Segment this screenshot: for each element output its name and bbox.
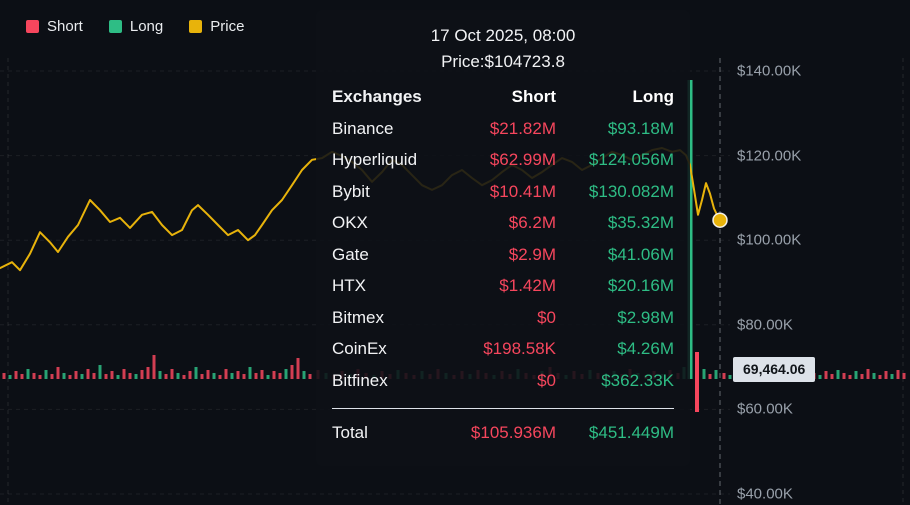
tooltip-row: Hyperliquid $62.99M $124.056M xyxy=(332,145,674,177)
y-axis-tick: $140.00K xyxy=(737,62,802,80)
tooltip-datetime: 17 Oct 2025, 08:00 xyxy=(430,26,576,45)
exchange-name: OKX xyxy=(332,213,368,233)
legend-label-short: Short xyxy=(47,18,83,35)
tooltip-row: OKX $6.2M $35.32M xyxy=(332,208,674,240)
exchange-name: Gate xyxy=(332,244,369,264)
tooltip-row: CoinEx $198.58K $4.26M xyxy=(332,334,674,366)
y-axis-tick: $100.00K xyxy=(737,231,802,249)
tooltip-row: Bitfinex $0 $362.33K xyxy=(332,365,674,397)
tooltip-row: Bitmex $0 $2.98M xyxy=(332,302,674,334)
tooltip-table: Exchanges Short Long Binance $21.82M $93.18M H… xyxy=(332,80,674,452)
chart-legend: Short Long Price xyxy=(26,18,244,35)
tooltip-row: Binance $21.82M $93.18M xyxy=(332,113,674,145)
total-label: Total xyxy=(332,422,368,442)
column-header-exchanges: Exchanges xyxy=(332,86,422,106)
short-value: $62.99M xyxy=(489,150,556,170)
short-value: $10.41M xyxy=(489,181,556,201)
long-value: $2.98M xyxy=(617,307,674,327)
liquidation-spike-long xyxy=(687,80,693,379)
legend-item-short[interactable]: Short xyxy=(26,18,83,35)
short-value: $2.9M xyxy=(508,244,556,264)
short-value: $21.82M xyxy=(489,118,556,138)
exchange-name: CoinEx xyxy=(332,339,387,359)
short-value: $0 xyxy=(537,307,556,327)
short-value: $6.2M xyxy=(508,213,556,233)
tooltip-price: Price:$104723.8 xyxy=(441,52,565,71)
y-axis-tick: $120.00K xyxy=(737,147,802,165)
short-value: $105.936M xyxy=(470,422,556,442)
long-value: $130.082M xyxy=(588,181,674,201)
long-value: $35.32M xyxy=(607,213,674,233)
current-value-badge: 69,464.06 xyxy=(733,356,816,382)
tooltip-row: Total $105.936M $451.449M xyxy=(332,414,674,452)
legend-swatch-long xyxy=(108,20,122,33)
short-value: Short xyxy=(511,86,556,106)
short-value: $198.58K xyxy=(483,339,556,359)
exchange-name: Hyperliquid xyxy=(332,150,418,170)
tooltip-row: Bybit $10.41M $130.082M xyxy=(332,176,674,208)
long-value: $124.056M xyxy=(588,150,674,170)
legend-swatch-price xyxy=(189,20,203,33)
y-axis-tick: $80.00K xyxy=(737,316,793,334)
exchange-name: Binance xyxy=(332,118,394,138)
exchange-name: Bitfinex xyxy=(332,370,388,390)
long-value: $20.16M xyxy=(607,276,674,296)
exchange-name: Bitmex xyxy=(332,307,384,327)
y-axis-tick: $40.00K xyxy=(737,485,793,503)
long-value: $362.33K xyxy=(601,370,674,390)
price-dot xyxy=(712,212,728,228)
long-value: $93.18M xyxy=(607,118,674,138)
tooltip-row: HTX $1.42M $20.16M xyxy=(332,271,674,303)
legend-swatch-short xyxy=(26,20,39,33)
long-value: $451.449M xyxy=(588,422,674,442)
long-value: $4.26M xyxy=(617,339,674,359)
y-axis-tick: $60.00K xyxy=(737,400,793,418)
legend-label-price: Price xyxy=(210,18,245,35)
tooltip-divider xyxy=(332,407,674,409)
exchange-name: HTX xyxy=(332,276,366,296)
short-value: $1.42M xyxy=(499,276,556,296)
short-value: $0 xyxy=(537,370,556,390)
chart-tooltip: 17 Oct 2025, 08:00 Price:$104723.8 Excha… xyxy=(316,10,690,466)
long-value: $41.06M xyxy=(607,244,674,264)
long-value: Long xyxy=(632,86,674,106)
liquidation-spike-short xyxy=(695,352,699,412)
tooltip-row: Gate $2.9M $41.06M xyxy=(332,239,674,271)
exchange-name: Bybit xyxy=(332,181,370,201)
tooltip-header-row: Exchanges Short Long xyxy=(332,80,674,113)
legend-item-price[interactable]: Price xyxy=(189,18,244,35)
legend-label-long: Long xyxy=(129,18,164,35)
legend-item-long[interactable]: Long xyxy=(108,18,164,35)
